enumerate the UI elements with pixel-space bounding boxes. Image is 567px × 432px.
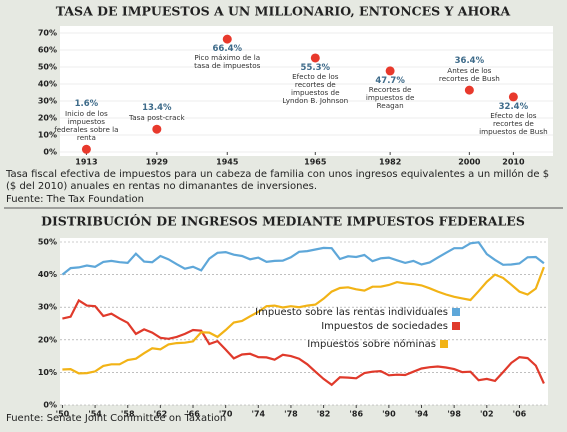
y-tick-label: 20% — [38, 335, 57, 344]
y-tick-label: 60% — [38, 46, 57, 55]
x-tick-label: 1965 — [304, 158, 327, 167]
x-tick-label: '62 — [154, 410, 168, 419]
point — [310, 53, 320, 63]
annotation: Inicio de los impuestos federales sobre … — [54, 109, 119, 143]
value-label: 66.4% — [212, 44, 243, 55]
y-tick-label: 70% — [38, 29, 57, 38]
source: Fuente: The Tax Foundation — [6, 194, 144, 205]
x-tick-label: '66 — [186, 410, 200, 419]
x-tick-label: '54 — [88, 410, 102, 419]
point — [464, 85, 474, 95]
point — [385, 66, 395, 76]
x-tick-label: '94 — [415, 410, 429, 419]
x-tick-label: 1929 — [146, 158, 169, 167]
x-tick-label: 1945 — [216, 158, 239, 167]
x-tick-label: '02 — [480, 410, 494, 419]
point — [152, 124, 162, 134]
x-tick-label: 2000 — [458, 158, 481, 167]
point — [222, 34, 232, 44]
legend-swatch — [440, 340, 448, 348]
series-line — [62, 266, 545, 375]
x-tick-label: '90 — [382, 410, 396, 419]
value-label: 36.4% — [454, 56, 485, 67]
x-tick-label: '78 — [284, 410, 298, 419]
y-tick-label: 40% — [38, 80, 57, 89]
y-tick-label: 40% — [38, 270, 57, 279]
y-tick-label: 50% — [38, 238, 57, 247]
legend-label: Impuesto sobre las rentas individuales — [255, 307, 448, 318]
y-tick-label: 30% — [38, 303, 57, 312]
legend-swatch — [452, 308, 460, 316]
chart-title: TASA DE IMPUESTOS A UN MILLONARIO, ENTON… — [56, 4, 511, 19]
series-line — [61, 241, 545, 276]
legend-label: Impuestos de sociedades — [321, 321, 448, 332]
x-tick-label: '98 — [447, 410, 461, 419]
legend-swatch — [452, 322, 460, 330]
annotation: Recortes de impuestos de Reagan — [365, 84, 415, 110]
y-tick-label: 30% — [38, 97, 57, 106]
annotation: Efecto de los recortes de impuestos de L… — [282, 71, 349, 105]
plot-area — [60, 238, 548, 405]
x-tick-label: '74 — [252, 410, 266, 419]
x-tick-label: '82 — [317, 410, 331, 419]
x-tick-label: 1982 — [379, 158, 401, 167]
point — [81, 144, 91, 154]
y-tick-label: 10% — [38, 131, 57, 140]
series-line — [62, 298, 545, 387]
y-tick-label: 0% — [43, 148, 57, 157]
legend-label: Impuestos sobre nóminas — [307, 338, 436, 350]
y-tick-label: 10% — [38, 368, 57, 377]
annotation: Antes de los recortes de Bush — [438, 66, 500, 84]
value-label: 13.4% — [142, 103, 172, 114]
source: Fuente: Senate Joint Committee on Taxati… — [6, 413, 227, 424]
value-label: 55.3% — [300, 62, 331, 73]
y-tick-label: 0% — [43, 401, 57, 410]
annotation: Efecto de los recortes de impuestos de B… — [479, 110, 548, 136]
x-tick-label: 2010 — [502, 158, 525, 167]
subtitle: Tasa fiscal efectiva de impuestos para u… — [6, 169, 550, 192]
y-tick-label: 50% — [38, 63, 57, 72]
point — [508, 92, 518, 102]
value-label: 1.6% — [74, 99, 99, 110]
y-tick-label: 20% — [38, 114, 57, 123]
value-label: 32.4% — [498, 101, 529, 112]
value-label: 47.7% — [375, 75, 405, 86]
x-tick-label: '70 — [219, 410, 233, 419]
chart-title: DISTRIBUCIÓN DE INGRESOS MEDIANTE IMPUES… — [41, 213, 525, 229]
x-tick-label: '58 — [121, 410, 135, 419]
annotation: Tasa post-crack — [129, 113, 185, 123]
x-tick-label: '86 — [349, 410, 363, 419]
x-tick-label: '50 — [56, 410, 70, 419]
x-tick-label: 1913 — [75, 158, 97, 167]
annotation: Pico máximo de la tasa de impuestos — [194, 53, 261, 71]
x-tick-label: '06 — [513, 410, 527, 419]
